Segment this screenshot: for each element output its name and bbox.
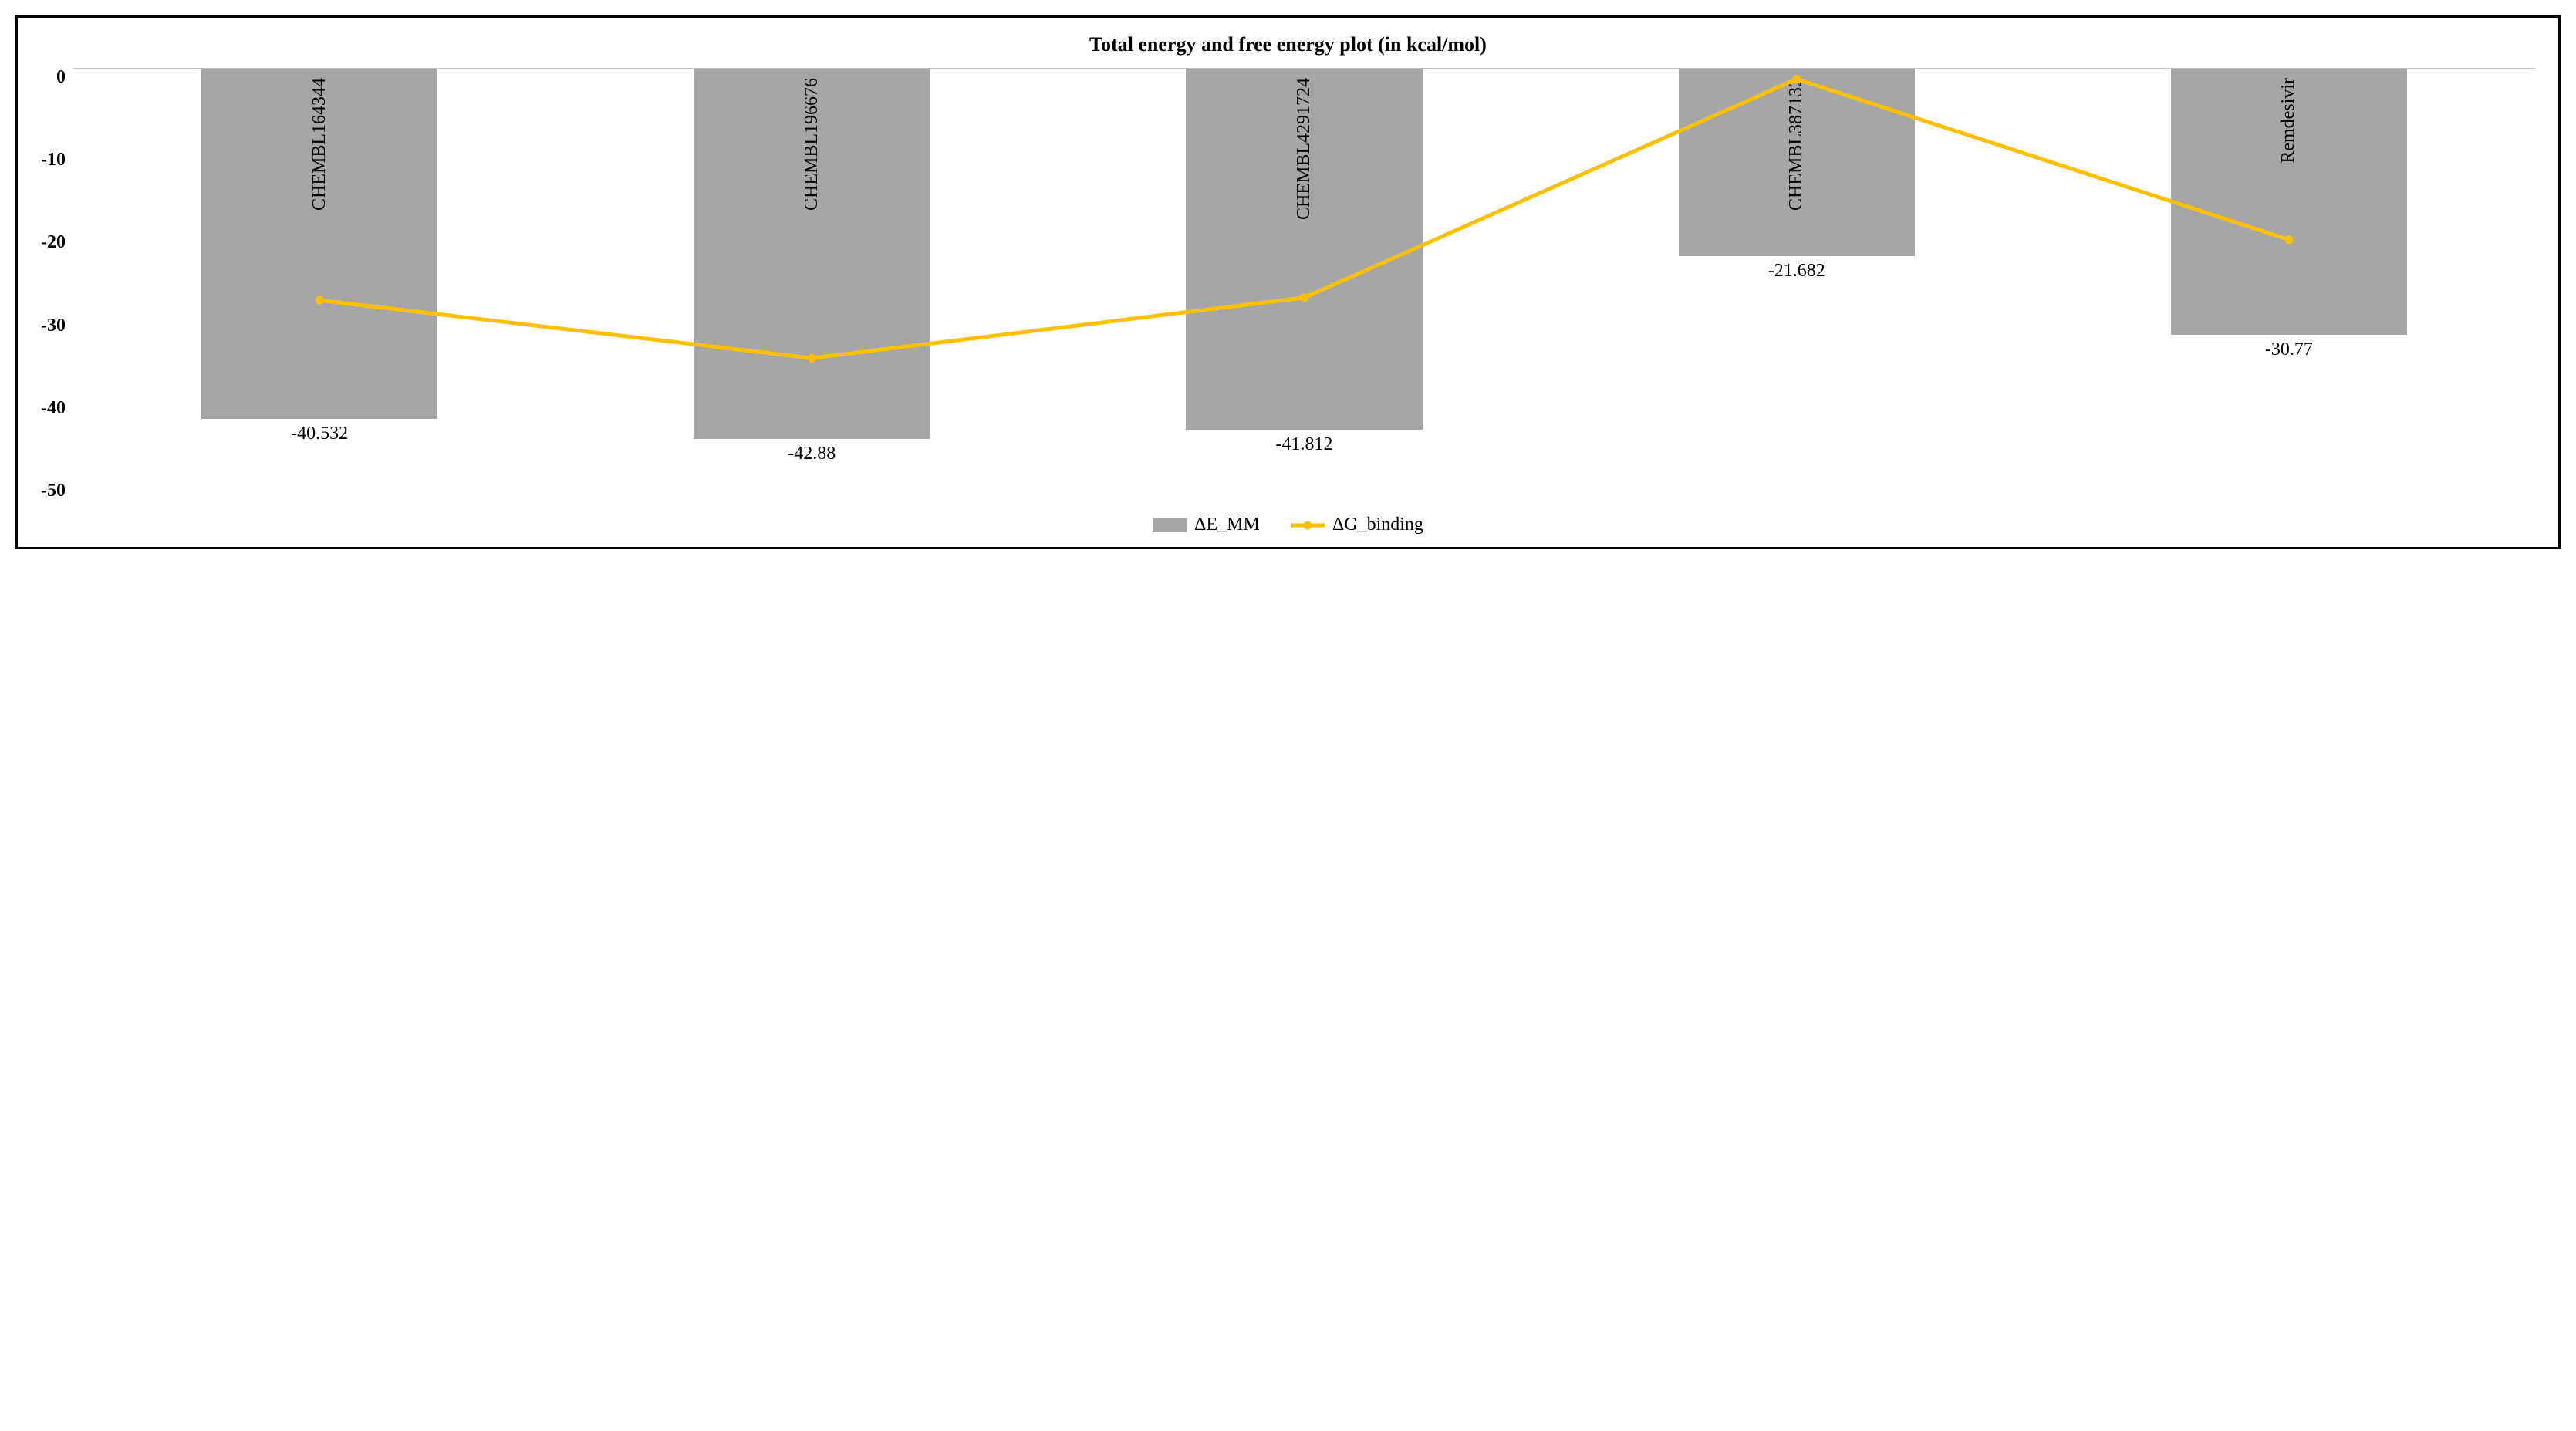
y-tick: -10 xyxy=(41,150,66,169)
y-tick: 0 xyxy=(56,68,66,86)
legend-label-line: ΔG_binding xyxy=(1332,515,1423,535)
y-tick: -50 xyxy=(41,481,66,500)
bar-value-label: -40.532 xyxy=(73,424,566,444)
y-axis: 0 -10 -20 -30 -40 -50 xyxy=(41,68,73,500)
bar-value-label: -42.88 xyxy=(566,444,1058,464)
legend-item-bar: ΔE_MM xyxy=(1153,515,1260,535)
plot-wrapper: 0-10-20-30-40-50 CHEMBL164344-40.532CHEM… xyxy=(41,68,2535,501)
y-tick: -40 xyxy=(41,399,66,417)
chart-container: Total energy and free energy plot (in kc… xyxy=(15,15,2561,549)
bar-category-label: CHEMBL4291724 xyxy=(1294,78,1315,220)
bar-slot: Remdesivir -30.77 xyxy=(2043,69,2535,501)
legend-swatch-line-icon xyxy=(1291,518,1325,532)
legend-item-line: ΔG_binding xyxy=(1291,515,1423,535)
bar-category-label: Remdesivir xyxy=(2278,78,2299,164)
bar-value-label: -41.812 xyxy=(1058,434,1550,455)
bar-value-label: -21.682 xyxy=(1551,261,2043,282)
bar-slot: CHEMBL196676 -42.88 xyxy=(566,69,1058,501)
chart-title: Total energy and free energy plot (in kc… xyxy=(41,33,2535,56)
legend-swatch-bar-icon xyxy=(1153,518,1187,532)
plot-area: CHEMBL164344-40.532CHEMBL196676-42.88CHE… xyxy=(73,68,2535,501)
bar-slot: CHEMBL387132 -21.682 xyxy=(1551,69,2043,501)
bar-slot: CHEMBL164344 -40.532 xyxy=(73,69,566,501)
y-tick: -30 xyxy=(41,316,66,335)
legend: ΔE_MM ΔG_binding xyxy=(41,515,2535,535)
y-tick: -20 xyxy=(41,233,66,251)
bar-category-label: CHEMBL164344 xyxy=(309,78,330,211)
bar-value-label: -30.77 xyxy=(2043,339,2535,360)
bar-category-label: CHEMBL196676 xyxy=(802,78,822,211)
legend-label-bar: ΔE_MM xyxy=(1194,515,1260,535)
bar-category-label: CHEMBL387132 xyxy=(1786,78,1807,211)
bars-row: CHEMBL164344-40.532CHEMBL196676-42.88CHE… xyxy=(73,69,2535,501)
bar-slot: CHEMBL4291724 -41.812 xyxy=(1058,69,1550,501)
